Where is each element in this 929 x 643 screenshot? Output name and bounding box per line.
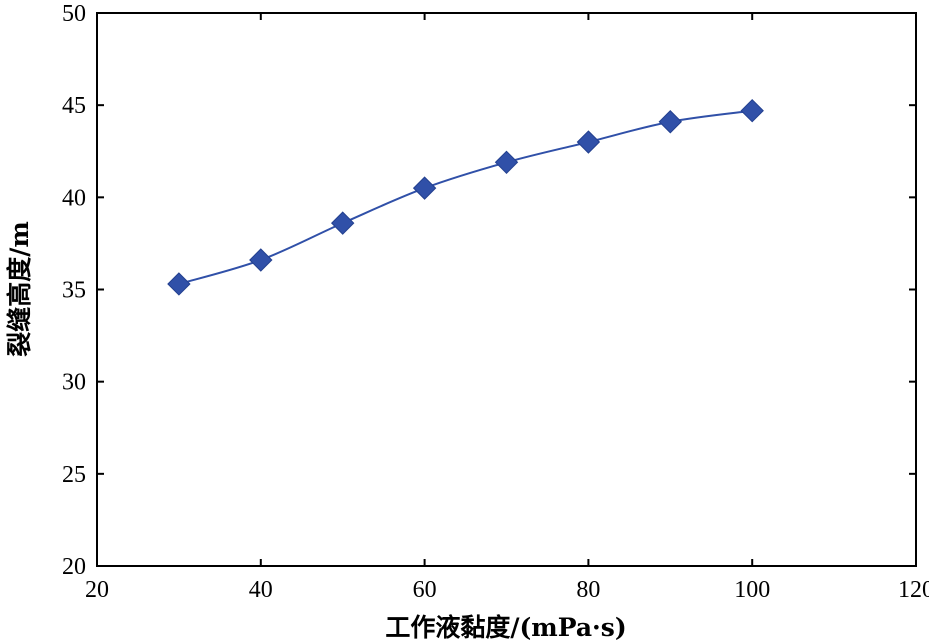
x-tick-labels: 20 40 60 80 100 120 — [85, 577, 929, 603]
data-point-diamond — [494, 150, 519, 175]
x-tick-label: 100 — [734, 577, 770, 603]
plot-frame — [96, 12, 917, 567]
data-point-diamond — [249, 248, 273, 272]
y-tick-label: 25 — [62, 462, 86, 488]
y-tick-labels: 20 25 30 35 40 45 50 — [62, 1, 86, 580]
y-tick-label: 30 — [62, 370, 86, 396]
x-tick-label: 40 — [249, 577, 273, 603]
x-tick-label: 60 — [413, 577, 437, 603]
data-point-diamond — [576, 130, 601, 154]
data-point-diamond — [412, 176, 437, 200]
y-tick-label: 20 — [62, 554, 86, 580]
y-tick-label: 50 — [62, 1, 86, 27]
y-tick-label: 40 — [62, 185, 86, 211]
x-tick-label: 20 — [85, 577, 109, 603]
y-tick-label: 35 — [62, 278, 86, 304]
series-group — [167, 98, 764, 296]
x-tick-label: 120 — [898, 577, 929, 603]
data-point-diamond — [167, 272, 191, 296]
data-point-diamond — [740, 98, 764, 123]
data-point-diamond — [330, 211, 355, 235]
x-axis-title: 工作液黏度/(mPa·s) — [385, 613, 626, 642]
axis-ticks — [96, 12, 917, 567]
x-tick-label: 80 — [576, 577, 600, 603]
data-point-diamond — [658, 110, 683, 134]
y-tick-label: 45 — [62, 93, 86, 119]
y-axis-title: 裂缝高度/m — [5, 221, 34, 357]
